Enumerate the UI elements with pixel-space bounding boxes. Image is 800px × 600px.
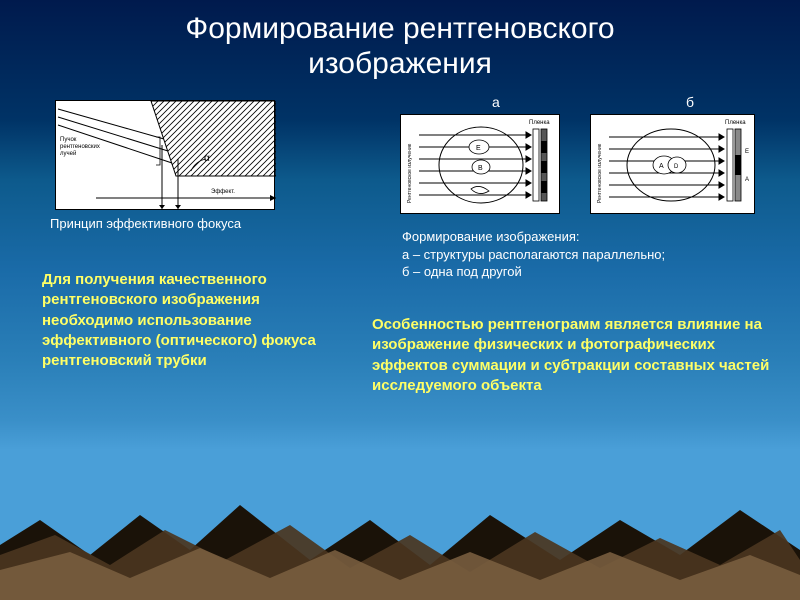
caption-right-line3: б – одна под другой (402, 264, 522, 279)
film-label-b: Пленка (725, 120, 746, 126)
svg-text:Е: Е (745, 149, 749, 155)
svg-text:В: В (478, 165, 483, 172)
svg-text:А: А (745, 177, 749, 183)
diagram-stacked-structures: Пленка Рентгеновское излучение А D (590, 114, 755, 214)
svg-text:Рентгеновское излучение: Рентгеновское излучение (407, 143, 413, 203)
svg-text:Пучок: Пучок (60, 137, 77, 143)
title-line1: Формирование рентгеновского (185, 12, 614, 45)
slide: Формирование рентгеновского изображения (0, 0, 800, 600)
caption-effective-focus: Принцип эффективного фокуса (50, 216, 241, 231)
svg-text:D: D (674, 164, 679, 170)
label-a: а (492, 94, 500, 110)
title-line2: изображения (308, 47, 492, 80)
diagram-parallel-structures: Пленка Рентгеновское излучение Е (400, 114, 560, 214)
mountain-background (0, 460, 800, 600)
svg-text:Е: Е (476, 145, 481, 152)
svg-text:α: α (204, 153, 210, 164)
text-right-body: Особенностью рентгенограмм является влия… (372, 315, 777, 396)
label-b: б (686, 94, 694, 110)
caption-right: Формирование изображения: а – структуры … (402, 228, 762, 281)
svg-text:Рентгеновское излучение: Рентгеновское излучение (597, 143, 603, 203)
svg-text:А: А (659, 163, 664, 170)
slide-title: Формирование рентгеновского изображения (0, 0, 800, 81)
diagram-effective-focus: Пучок рентгеновских лучей α Эффект. (55, 100, 275, 210)
svg-text:лучей: лучей (60, 150, 76, 157)
film-label: Пленка (529, 120, 550, 126)
svg-text:рентгеновских: рентгеновских (60, 144, 100, 150)
text-left-body: Для получения качественного рентгеновско… (42, 270, 352, 371)
svg-text:Эффект.: Эффект. (211, 189, 235, 195)
caption-right-line1: Формирование изображения: (402, 229, 580, 244)
caption-right-line2: а – структуры располагаются параллельно; (402, 247, 665, 262)
